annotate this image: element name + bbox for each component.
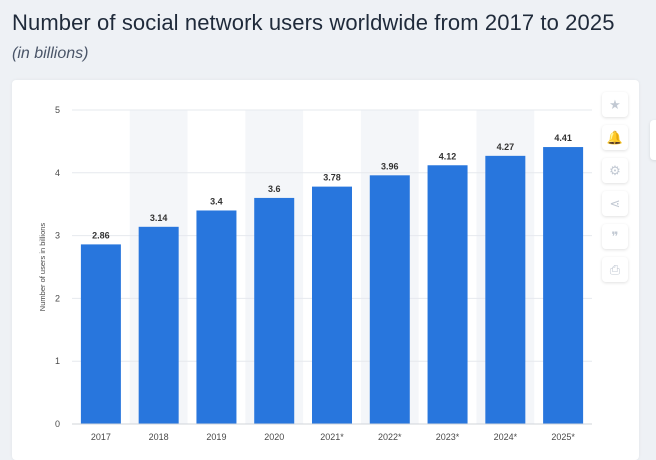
data-label: 3.4 — [210, 196, 223, 206]
data-label: 4.27 — [497, 142, 515, 152]
side-panel-edge — [650, 120, 656, 160]
y-tick-label: 5 — [55, 105, 60, 115]
bar — [543, 147, 584, 424]
y-tick-label: 4 — [55, 168, 60, 178]
print-icon: ⎙ — [609, 261, 621, 277]
bar — [196, 210, 237, 424]
bar — [485, 155, 526, 424]
data-label: 4.41 — [554, 133, 572, 143]
x-tick-label: 2022* — [378, 432, 402, 442]
bar — [138, 226, 179, 424]
bell-icon: 🔔 — [606, 129, 624, 145]
bar — [369, 175, 410, 424]
star-icon: ★ — [609, 96, 621, 112]
chart-card: 0 1 2 3 4 5 Number of users in billions 2.86 201… — [12, 80, 639, 460]
gear-icon: ⚙ — [609, 162, 621, 178]
data-label: 4.12 — [439, 151, 457, 161]
quote-icon: ❞ — [611, 228, 619, 244]
print-button[interactable]: ⎙ — [602, 257, 628, 282]
bar-chart: 0 1 2 3 4 5 Number of users in billions 2.86 201… — [38, 105, 592, 442]
quote-button[interactable]: ❞ — [602, 224, 628, 249]
data-label: 3.96 — [381, 161, 399, 171]
data-label: 3.78 — [323, 173, 341, 183]
bell-button[interactable]: 🔔 — [602, 125, 628, 150]
page-title: Number of social network users worldwide… — [12, 10, 615, 35]
y-tick-label: 3 — [55, 231, 60, 241]
x-tick-label: 2021* — [320, 432, 344, 442]
x-tick-label: 2017 — [91, 432, 111, 442]
share-button[interactable]: ⋖ — [602, 191, 628, 216]
x-tick-label: 2018 — [149, 432, 169, 442]
bar — [80, 244, 121, 424]
bar — [312, 186, 352, 424]
y-tick-label: 1 — [55, 356, 60, 366]
x-tick-label: 2024* — [494, 432, 518, 442]
x-tick-label: 2019 — [206, 432, 226, 442]
y-axis-label: Number of users in billions — [38, 223, 47, 312]
bar — [427, 165, 468, 424]
x-tick-label: 2023* — [436, 432, 460, 442]
y-tick-label: 2 — [55, 293, 60, 303]
x-tick-label: 2025* — [551, 432, 575, 442]
data-label: 3.14 — [150, 213, 168, 223]
page-subtitle: (in billions) — [12, 45, 89, 62]
share-icon: ⋖ — [609, 195, 621, 211]
data-label: 3.6 — [268, 184, 281, 194]
data-label: 2.86 — [92, 230, 110, 240]
x-tick-label: 2020 — [264, 432, 284, 442]
y-tick-label: 0 — [55, 419, 60, 429]
gear-button[interactable]: ⚙ — [602, 158, 628, 183]
chart-toolbar: ★ 🔔 ⚙ ⋖ ❞ ⎙ — [602, 92, 628, 282]
star-button[interactable]: ★ — [602, 92, 628, 117]
bar — [254, 197, 295, 424]
